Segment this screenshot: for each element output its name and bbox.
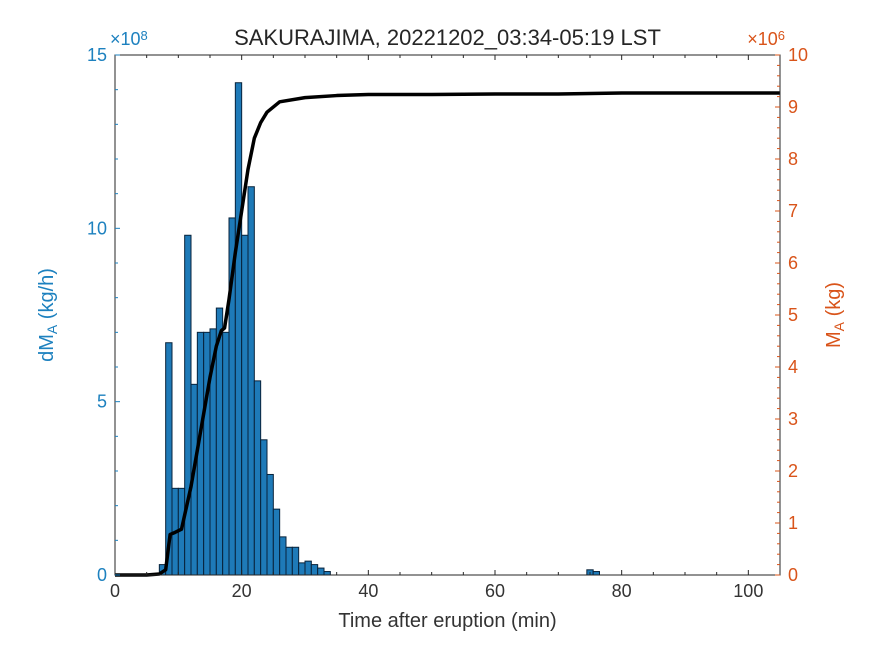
- bar: [305, 561, 311, 575]
- chart-container: 0 20 40 60 80 100 0 5 10 15 0 1 2 3 4 5 6 7 8 9 10 SAKURAJIMA…: [0, 0, 875, 656]
- bar: [311, 565, 317, 575]
- y-left-tick-label: 5: [97, 392, 107, 412]
- bar: [318, 568, 324, 575]
- chart-title: SAKURAJIMA, 20221202_03:34-05:19 LST: [234, 25, 661, 50]
- bar: [242, 235, 248, 575]
- x-tick-label: 80: [612, 581, 632, 601]
- bar: [286, 547, 292, 575]
- bar: [248, 187, 254, 575]
- y-right-tick-label: 3: [788, 409, 798, 429]
- bar: [280, 537, 286, 575]
- bar: [254, 381, 260, 575]
- y-right-tick-label: 7: [788, 201, 798, 221]
- y-right-tick-label: 10: [788, 45, 808, 65]
- bar: [204, 332, 210, 575]
- y-left-tick-label: 10: [87, 218, 107, 238]
- y-right-tick-label: 2: [788, 461, 798, 481]
- x-tick-label: 40: [358, 581, 378, 601]
- x-axis-label: Time after eruption (min): [338, 610, 556, 632]
- y-left-tick-label: 0: [97, 565, 107, 585]
- bar: [185, 235, 191, 575]
- y-right-tick-label: 0: [788, 565, 798, 585]
- y-right-exponent: ×106: [747, 28, 785, 49]
- x-tick-label: 20: [232, 581, 252, 601]
- bar: [235, 83, 241, 575]
- bar: [223, 332, 229, 575]
- bar: [261, 440, 267, 575]
- y-left-exponent: ×108: [110, 28, 148, 49]
- x-tick-label: 0: [110, 581, 120, 601]
- y-right-tick-label: 9: [788, 97, 798, 117]
- y-right-tick-label: 4: [788, 357, 798, 377]
- bar: [299, 563, 305, 575]
- x-tick-label: 100: [733, 581, 763, 601]
- bar: [273, 509, 279, 575]
- chart-svg: 0 20 40 60 80 100 0 5 10 15 0 1 2 3 4 5 6 7 8 9 10 SAKURAJIMA…: [0, 0, 875, 656]
- y-left-tick-label: 15: [87, 45, 107, 65]
- bar: [324, 572, 330, 575]
- bar: [593, 572, 599, 575]
- bar: [267, 474, 273, 575]
- y-right-tick-label: 6: [788, 253, 798, 273]
- y-left-axis-label: dMA (kg/h): [36, 268, 60, 362]
- x-tick-label: 60: [485, 581, 505, 601]
- y-right-tick-label: 5: [788, 305, 798, 325]
- y-right-tick-label: 8: [788, 149, 798, 169]
- bar: [292, 547, 298, 575]
- y-right-tick-label: 1: [788, 513, 798, 533]
- y-right-axis-label: MA (kg): [823, 282, 847, 348]
